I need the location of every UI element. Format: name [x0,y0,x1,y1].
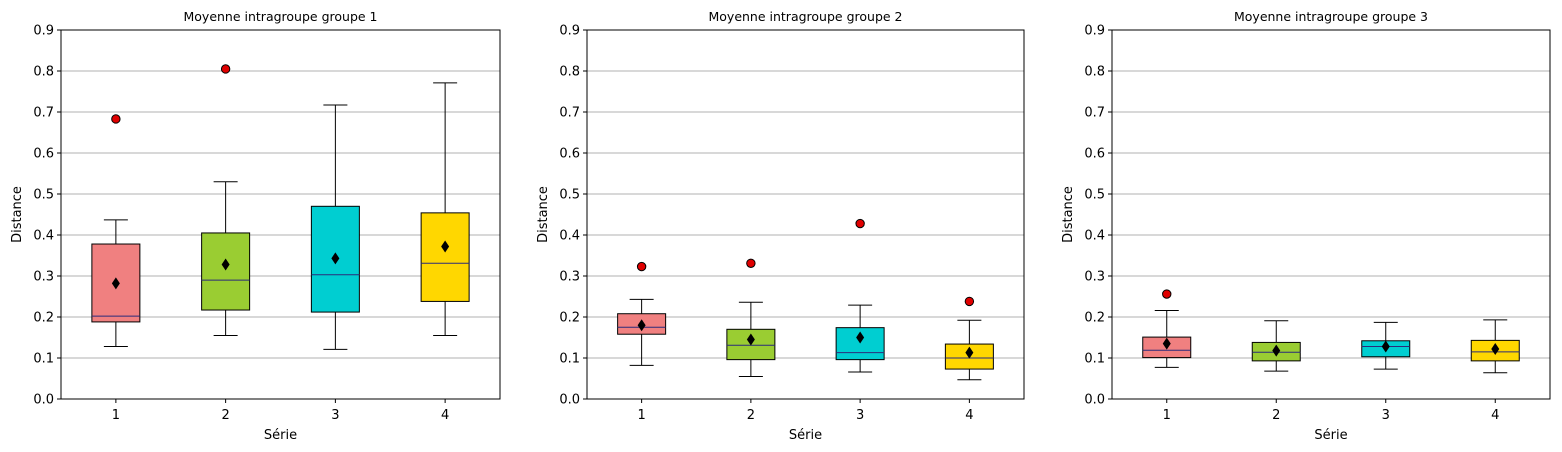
y-tick-label: 0.5 [1084,188,1105,203]
box-series-4 [420,82,470,336]
x-tick-label: 2 [1272,408,1280,423]
mean-marker [746,333,755,346]
y-tick-label: 0.7 [559,106,580,121]
box-series-1 [617,261,667,366]
box-body [201,232,251,311]
y-tick-label: 0.2 [33,311,54,326]
mean-marker [1272,344,1281,357]
mean-marker [1381,340,1390,353]
x-tick-label: 2 [747,408,755,423]
box-series-4 [1470,319,1520,374]
y-tick-label: 0.3 [33,270,54,285]
outlier-point [964,296,975,307]
y-axis-label: Distance [1061,186,1076,243]
chart-title: Moyenne intragroupe groupe 1 [183,9,377,24]
x-axis-label: Série [789,428,822,443]
mean-marker [856,331,865,344]
y-tick-label: 0.9 [559,24,580,39]
y-tick-label: 0.1 [33,352,54,367]
outlier-point [746,258,756,268]
x-tick-label: 1 [637,408,645,423]
outlier-point [111,114,121,124]
chart-panel-1: 0.0 0.1 0.2 0.3 0.4 0.5 0.6 0.7 0.8 0.9 1 2 3 4 Moyenn… [10,9,501,443]
mean-marker [637,319,646,332]
x-tick-label: 1 [112,408,120,423]
box-series-3 [1361,321,1411,370]
y-tick-label: 0.2 [559,311,580,326]
mean-marker [1491,342,1500,355]
x-tick-label: 3 [1382,408,1390,423]
y-tick-label: 0.2 [1084,311,1105,326]
box-body [420,212,470,302]
chart-title: Moyenne intragroupe groupe 2 [708,9,902,24]
y-tick-label: 0.5 [559,188,580,203]
y-tick-label: 0.8 [559,65,580,80]
box-series-1 [1142,289,1192,368]
mean-marker [441,240,450,253]
mean-marker [331,252,340,265]
y-tick-label: 0.6 [33,147,54,162]
box-series-1 [91,114,141,348]
y-tick-label: 0.5 [33,188,54,203]
box-series-2 [1251,320,1301,372]
y-tick-label: 0.4 [33,229,54,244]
outlier-point [636,261,647,272]
box-body [835,327,885,361]
y-axis-label: Distance [10,186,25,243]
y-tick-label: 0.9 [1084,24,1105,39]
y-tick-label: 0.4 [1084,229,1105,244]
chart-panel-2: 0.0 0.1 0.2 0.3 0.4 0.5 0.6 0.7 0.8 0.9 1 2 3 4 Moyenn… [536,9,1025,443]
y-tick-label: 0.1 [559,352,580,367]
x-tick-label: 2 [221,408,229,423]
box-series-3 [310,104,360,350]
axes-frame [60,29,501,400]
x-tick-label: 3 [856,408,864,423]
y-tick-label: 0.3 [559,270,580,285]
chart-title: Moyenne intragroupe groupe 3 [1234,9,1428,24]
x-tick-label: 4 [965,408,973,423]
box-series-2 [726,258,776,377]
y-axis-label: Distance [536,186,551,243]
axes-frame [1111,29,1551,400]
y-tick-label: 0.0 [33,393,54,408]
y-tick-label: 0.0 [559,393,580,408]
axes-frame [586,29,1025,400]
outlier-point [1162,289,1172,299]
x-tick-label: 1 [1163,408,1171,423]
y-tick-label: 0.4 [559,229,580,244]
x-axis-label: Série [264,428,297,443]
y-tick-label: 0.6 [1084,147,1105,162]
x-axis-label: Série [1314,428,1347,443]
outlier-point [855,218,865,229]
chart-panel-3: 0.0 0.1 0.2 0.3 0.4 0.5 0.6 0.7 0.8 0.9 1 2 3 4 Moyenn… [1061,9,1551,443]
x-tick-label: 3 [331,408,339,423]
y-tick-label: 0.7 [1084,106,1105,121]
x-tick-label: 4 [441,408,449,423]
box-series-4 [944,296,994,381]
box-series-3 [835,218,885,373]
mean-marker [221,258,230,271]
mean-marker [111,277,120,290]
mean-marker [1162,337,1171,350]
outlier-point [220,64,231,74]
y-tick-label: 0.1 [1084,352,1105,367]
y-tick-label: 0.9 [33,24,54,39]
box-series-2 [201,64,251,336]
mean-marker [965,346,974,359]
y-tick-label: 0.3 [1084,270,1105,285]
y-tick-label: 0.8 [33,65,54,80]
x-tick-label: 4 [1491,408,1499,423]
y-tick-label: 0.0 [1084,393,1105,408]
y-tick-label: 0.7 [33,106,54,121]
y-tick-label: 0.6 [559,147,580,162]
y-tick-label: 0.8 [1084,65,1105,80]
